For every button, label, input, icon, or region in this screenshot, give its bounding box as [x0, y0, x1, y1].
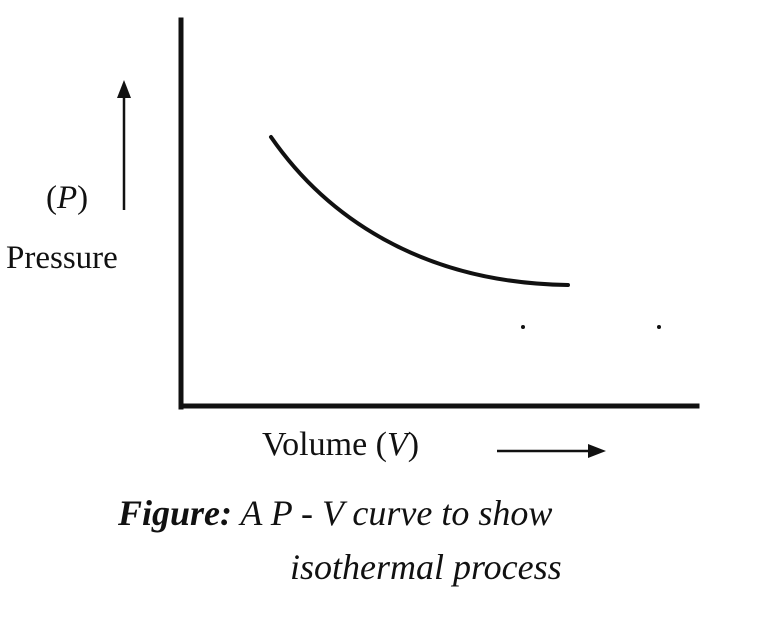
y-axis-label: Pressure [6, 240, 118, 276]
speck-dot [657, 325, 661, 329]
figure-caption-line-2: isothermal process [290, 547, 562, 587]
y-axis-symbol: (P) [46, 180, 89, 216]
speck-dot [521, 325, 525, 329]
figure-caption: Figure: A P - V curve to show [118, 492, 552, 534]
volume-arrow-icon [497, 444, 606, 458]
x-axis-label: Volume (V) [262, 426, 420, 463]
caption-prefix: Figure: [118, 493, 233, 533]
caption-line-1-text: A P - V curve to show [232, 493, 553, 533]
pressure-arrow-icon [117, 80, 131, 210]
isotherm-curve [269, 135, 570, 287]
